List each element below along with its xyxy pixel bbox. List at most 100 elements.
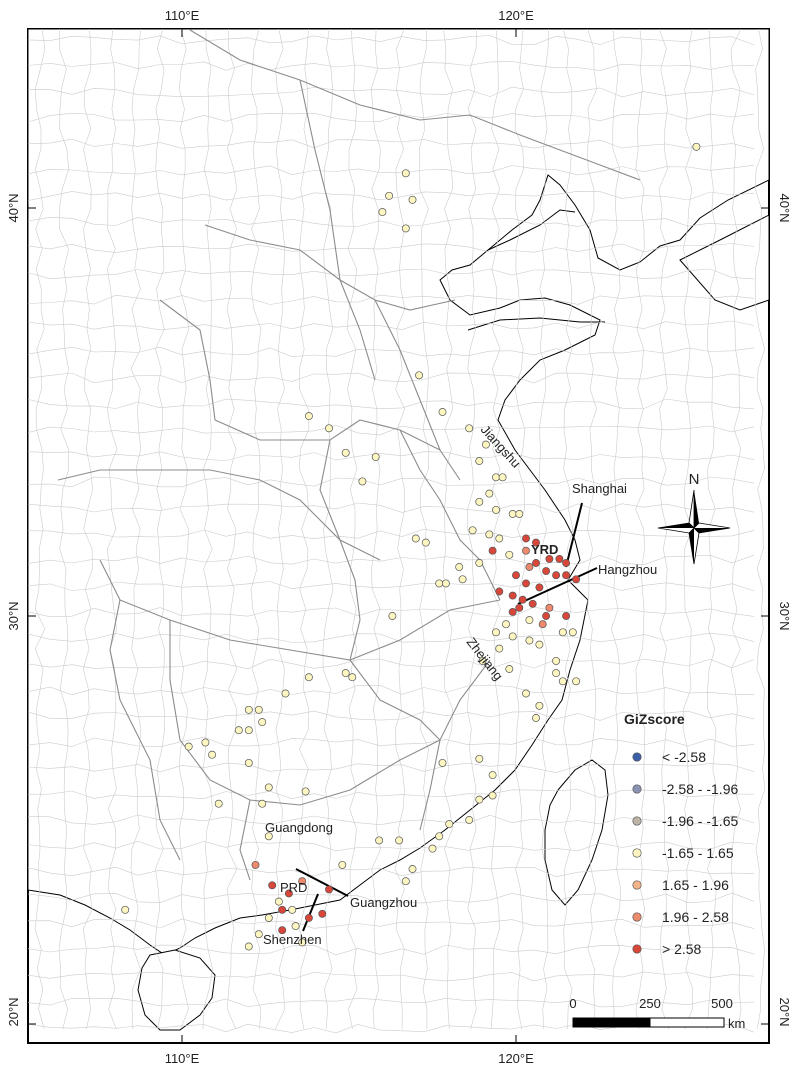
hotspot-point bbox=[535, 583, 544, 592]
legend-swatch bbox=[632, 848, 642, 858]
hotspot-point bbox=[532, 538, 540, 547]
hotspot-point bbox=[274, 897, 283, 906]
axis-left-30n: 30°N bbox=[6, 601, 21, 630]
hotspot-point bbox=[692, 142, 701, 151]
hotspot-point bbox=[552, 669, 561, 678]
hotspot-point bbox=[428, 844, 437, 853]
hotspot-point bbox=[552, 656, 561, 665]
legend-label: -1.96 - -1.65 bbox=[662, 813, 738, 829]
hotspot-point bbox=[415, 371, 424, 380]
county-line bbox=[28, 997, 755, 1008]
hotspot-point bbox=[492, 628, 500, 637]
hainan-island bbox=[137, 949, 216, 1031]
hotspot-point bbox=[325, 885, 333, 894]
hotspot-point bbox=[371, 452, 380, 461]
hotspot-point bbox=[558, 677, 567, 686]
hotspot-point bbox=[515, 510, 524, 518]
hotspot-point bbox=[495, 587, 504, 596]
hotspot-point bbox=[562, 559, 571, 567]
hotspot-point bbox=[475, 457, 484, 465]
hotspot-point bbox=[562, 612, 571, 620]
hotspot-point bbox=[522, 579, 530, 588]
county-line bbox=[178, 29, 190, 1030]
hotspot-point bbox=[268, 881, 277, 890]
county-line bbox=[154, 29, 165, 1030]
county-line bbox=[130, 29, 142, 1030]
hotspot-point bbox=[572, 575, 581, 584]
hotspot-point bbox=[545, 554, 554, 563]
hotspot-point bbox=[515, 603, 524, 612]
hotspot-point bbox=[338, 860, 347, 869]
county-line bbox=[28, 243, 755, 253]
hotspot-point bbox=[278, 926, 287, 935]
axis-left-20n: 20°N bbox=[6, 997, 21, 1026]
hotspot-point bbox=[401, 224, 410, 233]
hotspot-point bbox=[208, 750, 217, 759]
county-line bbox=[28, 971, 755, 982]
hotspot-point bbox=[508, 632, 517, 641]
hotspot-point bbox=[341, 448, 350, 457]
county-line bbox=[346, 29, 358, 1030]
county-line bbox=[28, 736, 755, 748]
hotspot-point bbox=[562, 571, 571, 580]
county-line bbox=[754, 29, 766, 1030]
legend-swatch bbox=[632, 784, 642, 794]
hotspot-point bbox=[184, 742, 193, 751]
legend-swatch bbox=[632, 912, 642, 922]
hotspot-point bbox=[254, 705, 263, 714]
hotspot-point bbox=[421, 538, 430, 547]
hotspot-point bbox=[525, 636, 534, 645]
hotspot-point bbox=[401, 877, 410, 886]
county-line bbox=[28, 580, 755, 592]
legend-label: 1.65 - 1.96 bbox=[662, 877, 729, 893]
county-line bbox=[58, 29, 70, 1030]
county-line bbox=[28, 918, 755, 929]
hotspot-point bbox=[488, 546, 497, 555]
hotspot-point bbox=[572, 677, 581, 686]
callout-lines bbox=[295, 502, 598, 932]
county-line bbox=[226, 29, 238, 1030]
hotspot-point bbox=[508, 510, 517, 518]
hotspot-point bbox=[244, 705, 253, 714]
axis-right-30n: 30°N bbox=[777, 601, 792, 630]
hotspot-point bbox=[458, 575, 467, 584]
county-line bbox=[418, 29, 430, 1029]
hotspot-point bbox=[264, 913, 273, 922]
shanghai-callout-line bbox=[565, 502, 583, 568]
hotspot-point bbox=[538, 620, 547, 629]
axis-top-110e: 110°E bbox=[165, 8, 200, 23]
legend-swatch bbox=[632, 752, 642, 762]
hotspot-point bbox=[508, 591, 517, 600]
county-line bbox=[28, 606, 755, 618]
axis-bottom-110e: 110°E bbox=[165, 1051, 200, 1066]
hotspot-point bbox=[264, 783, 273, 792]
hotspot-point bbox=[505, 665, 514, 673]
hotspot-point bbox=[475, 754, 484, 763]
hotspot-point bbox=[298, 877, 307, 886]
hotspot-point bbox=[291, 922, 300, 931]
county-line bbox=[28, 346, 755, 358]
hotspot-point bbox=[435, 832, 444, 841]
hotspot-point bbox=[438, 758, 447, 767]
county-line bbox=[28, 554, 755, 566]
hotspot-point bbox=[495, 644, 504, 653]
hotspot-point bbox=[455, 563, 464, 571]
legend-label: > 2.58 bbox=[662, 941, 702, 957]
provincial-boundaries bbox=[57, 29, 641, 881]
legend-label: -2.58 - -1.96 bbox=[662, 781, 738, 797]
county-line bbox=[298, 29, 310, 1030]
county-line bbox=[28, 528, 755, 540]
scale-tick-250: 250 bbox=[639, 996, 661, 1011]
county-line bbox=[514, 29, 526, 1030]
hotspot-point bbox=[395, 836, 404, 845]
hotspot-point bbox=[525, 616, 534, 625]
hotspot-point bbox=[465, 424, 474, 433]
county-line bbox=[587, 29, 598, 1030]
county-line bbox=[562, 29, 574, 1030]
label-shenzhen: Shenzhen bbox=[263, 932, 322, 947]
hotspot-point bbox=[505, 550, 514, 559]
county-line bbox=[28, 476, 755, 488]
hotspot-point bbox=[408, 195, 417, 204]
axis-bottom-120e: 120°E bbox=[498, 1051, 534, 1066]
hotspot-point bbox=[341, 669, 350, 678]
